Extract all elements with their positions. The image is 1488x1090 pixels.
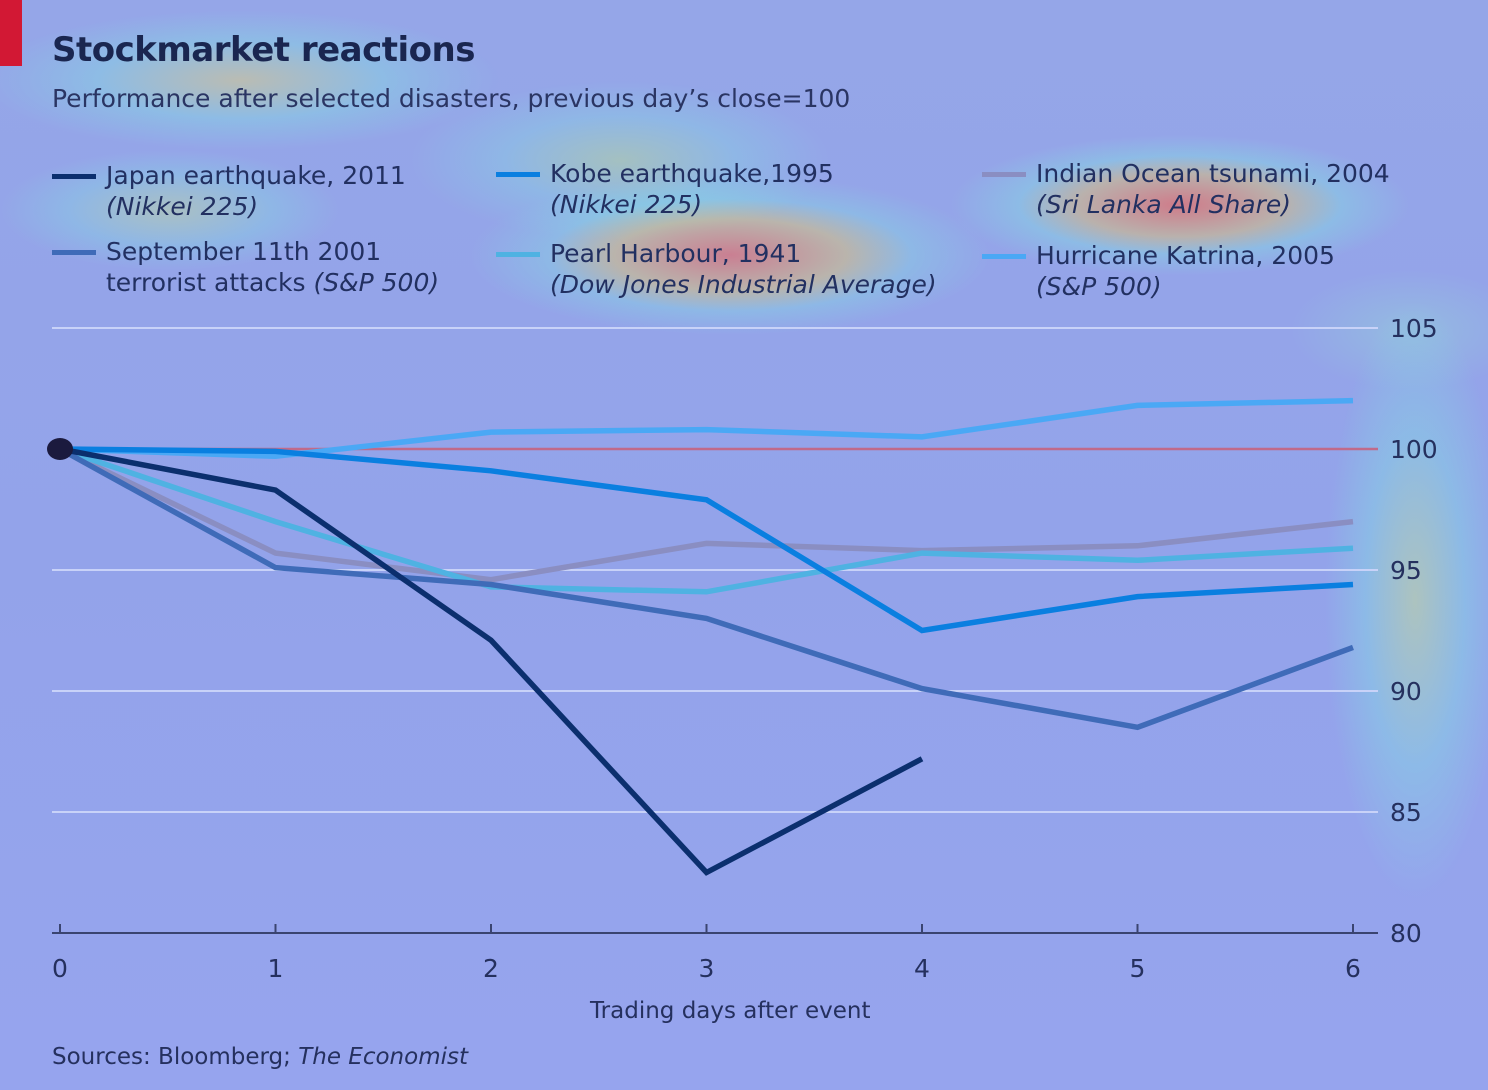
start-point-marker	[47, 438, 73, 460]
x-tick-label-6: 6	[1345, 954, 1361, 983]
x-tick-label-4: 4	[914, 954, 930, 983]
x-tick-label-0: 0	[52, 954, 68, 983]
legend-index-tsunami: (Sri Lanka All Share)	[1036, 190, 1292, 219]
chart-subtitle: Performance after selected disasters, pr…	[52, 84, 851, 113]
source-note: Sources: Bloomberg; The Economist	[52, 1044, 468, 1070]
legend-swatch-kobe	[496, 172, 540, 177]
source-publication: The Economist	[298, 1044, 469, 1070]
legend-swatch-sept11	[52, 250, 96, 255]
x-axis-title: Trading days after event	[590, 998, 871, 1024]
series-line-0	[59, 446, 924, 876]
legend-label-sept11: September 11th 2001	[106, 237, 382, 266]
series-line-3	[58, 446, 1354, 731]
series-line-1	[59, 446, 1354, 634]
y-tick-label-80: 80	[1390, 919, 1422, 948]
legend-swatch-tsunami	[982, 172, 1026, 177]
brand-tab	[0, 0, 22, 66]
legend-index-kobe: (Nikkei 225)	[550, 190, 703, 219]
legend-index-sept11: (S&P 500)	[313, 268, 440, 297]
series-line-5	[59, 397, 1354, 460]
x-tick-label-5: 5	[1130, 954, 1146, 983]
legend-index-katrina: (S&P 500)	[1036, 272, 1162, 301]
legend-swatch-pearl	[496, 252, 540, 257]
y-tick-label-105: 105	[1390, 314, 1438, 343]
x-tick-label-2: 2	[483, 954, 499, 983]
legend-label-japan: Japan earthquake, 2011	[106, 161, 406, 190]
legend-label-katrina: Hurricane Katrina, 2005	[1036, 241, 1335, 270]
legend-label-tsunami: Indian Ocean tsunami, 2004	[1036, 159, 1390, 188]
legend-swatch-katrina	[982, 254, 1026, 259]
legend-label-kobe: Kobe earthquake,1995	[550, 159, 834, 188]
source-prefix: Sources: Bloomberg;	[52, 1044, 299, 1070]
x-tick-label-1: 1	[268, 954, 284, 983]
legend-label-sept11-line2: terrorist attacks	[106, 268, 306, 297]
y-tick-label-95: 95	[1390, 556, 1422, 585]
series-line-4	[59, 446, 1354, 595]
y-tick-label-100: 100	[1390, 435, 1438, 464]
series-line-2	[58, 446, 1354, 583]
legend-index-pearl: (Dow Jones Industrial Average)	[550, 270, 937, 299]
legend-index-japan: (Nikkei 225)	[106, 192, 259, 221]
legend-swatch-japan	[52, 174, 96, 179]
y-tick-label-90: 90	[1390, 677, 1422, 706]
x-tick-label-3: 3	[699, 954, 715, 983]
legend-label-pearl: Pearl Harbour, 1941	[550, 239, 802, 268]
y-tick-label-85: 85	[1390, 798, 1422, 827]
chart-title: Stockmarket reactions	[52, 30, 475, 70]
